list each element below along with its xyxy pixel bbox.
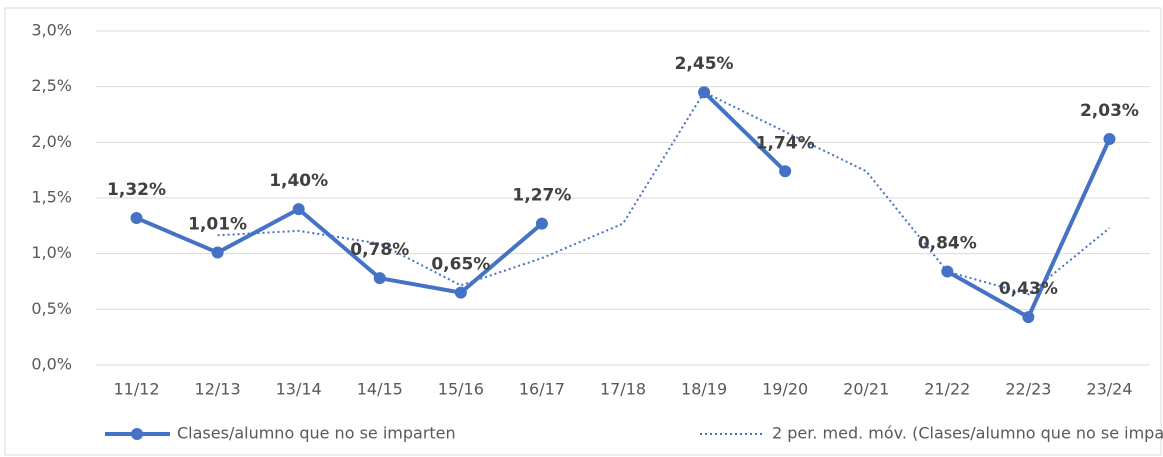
data-point <box>1103 132 1116 145</box>
data-point <box>941 265 954 278</box>
data-point <box>1022 311 1035 324</box>
legend-label: Clases/alumno que no se imparten <box>177 424 456 443</box>
data-point <box>698 86 711 99</box>
x-tick-label: 23/24 <box>1086 380 1132 399</box>
x-tick-label: 11/12 <box>113 380 159 399</box>
x-tick-label: 15/16 <box>438 380 484 399</box>
y-tick-label: 3,0% <box>31 21 72 40</box>
data-label: 0,78% <box>350 240 409 260</box>
data-label: 1,40% <box>269 171 328 191</box>
data-label: 1,32% <box>107 180 166 200</box>
data-label: 2,03% <box>1080 101 1139 121</box>
y-tick-label: 0,0% <box>31 355 72 374</box>
x-tick-label: 17/18 <box>600 380 646 399</box>
x-tick-label: 22/23 <box>1005 380 1051 399</box>
series-line <box>135 90 1112 320</box>
data-label: 0,84% <box>918 233 977 253</box>
y-tick-label: 0,5% <box>31 299 72 318</box>
legend-marker <box>131 428 143 440</box>
x-tick-label: 16/17 <box>519 380 565 399</box>
trend-line <box>217 90 1111 296</box>
data-label: 0,65% <box>431 255 490 275</box>
data-point <box>211 246 224 259</box>
data-point <box>130 212 143 225</box>
y-tick-label: 2,5% <box>31 76 72 95</box>
legend-label: 2 per. med. móv. (Clases/alumno que no s… <box>772 424 1163 443</box>
x-tick-label: 12/13 <box>195 380 241 399</box>
data-point <box>373 272 386 285</box>
data-label: 1,01% <box>188 215 247 235</box>
x-tick-label: 20/21 <box>843 380 889 399</box>
x-tick-label: 18/19 <box>681 380 727 399</box>
data-point <box>292 203 305 216</box>
data-label: 2,45% <box>675 54 734 74</box>
x-tick-label: 14/15 <box>357 380 403 399</box>
x-tick-label: 13/14 <box>276 380 322 399</box>
data-label: 0,43% <box>999 279 1058 299</box>
y-tick-label: 1,5% <box>31 188 72 207</box>
data-label: 1,27% <box>512 186 571 206</box>
data-point <box>779 165 792 178</box>
y-tick-label: 1,0% <box>31 243 72 262</box>
data-point <box>535 217 548 230</box>
y-tick-label: 2,0% <box>31 132 72 151</box>
chart-border <box>4 7 1162 456</box>
data-point <box>454 286 467 299</box>
x-tick-label: 21/22 <box>924 380 970 399</box>
data-label: 1,74% <box>756 133 815 153</box>
x-tick-label: 19/20 <box>762 380 808 399</box>
